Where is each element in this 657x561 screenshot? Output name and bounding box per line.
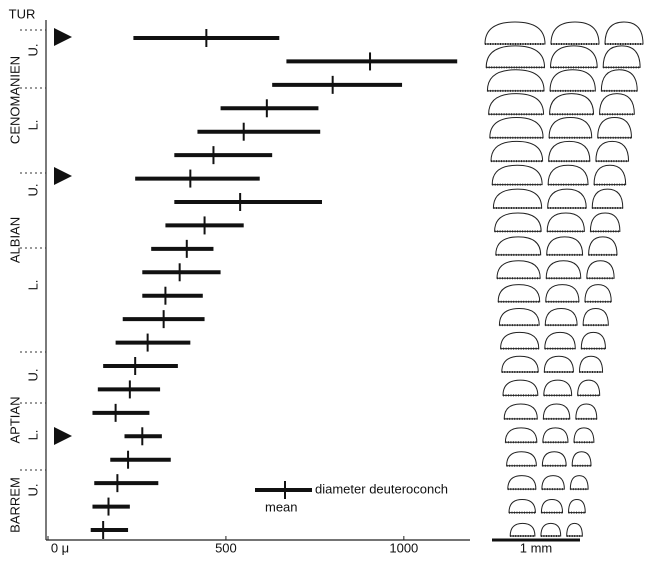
fossil bbox=[581, 332, 605, 348]
fossil bbox=[567, 523, 583, 536]
fossil bbox=[544, 380, 572, 395]
fossil bbox=[487, 70, 544, 91]
fossil bbox=[545, 332, 576, 348]
fossil bbox=[596, 141, 629, 161]
fossil bbox=[551, 22, 599, 44]
fossil bbox=[545, 309, 577, 326]
fossil bbox=[492, 165, 542, 184]
stage-label: TUR bbox=[9, 6, 36, 21]
fossil bbox=[547, 213, 584, 231]
x-tick-label: 1000 bbox=[389, 540, 418, 555]
fossil bbox=[574, 428, 594, 442]
fossil bbox=[508, 476, 536, 489]
fossil bbox=[490, 118, 543, 138]
fossil bbox=[495, 213, 542, 231]
fossil bbox=[505, 428, 536, 442]
fossil bbox=[497, 261, 540, 279]
fossil bbox=[589, 237, 617, 255]
marker-triangle bbox=[54, 427, 72, 445]
substage-label: L. bbox=[25, 430, 40, 441]
fossil bbox=[504, 404, 537, 419]
fossil bbox=[550, 94, 594, 115]
fossil bbox=[496, 237, 541, 255]
stage-label: ALBIAN bbox=[7, 217, 22, 263]
fossil-drawings bbox=[485, 22, 643, 536]
fossil bbox=[498, 285, 540, 302]
stage-label: CENOMANIEN bbox=[7, 56, 22, 144]
scale-bar-label: 1 mm bbox=[520, 540, 553, 555]
fossil bbox=[546, 285, 579, 302]
fossil bbox=[546, 261, 581, 279]
fossil bbox=[583, 309, 608, 326]
fossil bbox=[570, 476, 588, 489]
fossil bbox=[548, 165, 588, 184]
stage-label: BARREM bbox=[7, 477, 22, 533]
fossil bbox=[579, 356, 602, 372]
substage-label: U. bbox=[25, 184, 40, 197]
fossil bbox=[605, 22, 643, 44]
substage-label: L. bbox=[25, 120, 40, 131]
fossil bbox=[542, 476, 564, 489]
fossil bbox=[547, 237, 583, 255]
fossil bbox=[601, 70, 637, 91]
fossil bbox=[507, 452, 537, 466]
x-tick-label: 0 μ bbox=[51, 540, 69, 555]
fossil bbox=[548, 189, 587, 208]
fossil bbox=[590, 213, 619, 231]
substage-label: L. bbox=[25, 280, 40, 291]
fossil bbox=[549, 118, 592, 138]
fossil bbox=[544, 356, 573, 372]
substage-label: U. bbox=[25, 44, 40, 57]
fossil bbox=[493, 189, 541, 208]
fossil bbox=[509, 500, 535, 513]
chart: 1 mm 0 μ5001000TURCENOMANIENU.L.ALBIANU.… bbox=[0, 0, 657, 556]
fossil bbox=[542, 452, 566, 466]
substage-label: U. bbox=[25, 369, 40, 382]
fossil bbox=[543, 404, 569, 419]
fossil bbox=[489, 94, 544, 115]
fossil bbox=[585, 285, 611, 302]
fossil bbox=[592, 189, 623, 208]
fossil bbox=[603, 46, 640, 68]
fossil bbox=[541, 523, 561, 536]
fossil bbox=[587, 261, 614, 279]
fossil bbox=[600, 94, 635, 115]
legend-label: diameter deuteroconch bbox=[315, 481, 448, 496]
fossil bbox=[486, 46, 544, 68]
fossil bbox=[550, 70, 595, 91]
fossil bbox=[572, 452, 591, 466]
fossil bbox=[576, 404, 597, 419]
fossil bbox=[551, 46, 598, 68]
legend-mean-label: mean bbox=[265, 499, 298, 514]
fossil bbox=[510, 523, 535, 536]
marker-triangle bbox=[54, 28, 72, 46]
fossil bbox=[502, 356, 538, 372]
fossil bbox=[501, 332, 539, 348]
fossil bbox=[503, 380, 538, 395]
marker-triangle bbox=[54, 167, 72, 185]
fossil bbox=[491, 141, 543, 161]
fossil bbox=[569, 500, 586, 513]
substage-label: U. bbox=[25, 484, 40, 497]
fossil bbox=[485, 22, 545, 44]
fossil bbox=[549, 141, 590, 161]
stage-label: APTIAN bbox=[7, 397, 22, 444]
fossil bbox=[598, 118, 632, 138]
fossil bbox=[594, 165, 626, 184]
fossil bbox=[578, 380, 600, 395]
fossil bbox=[543, 428, 568, 442]
x-tick-label: 500 bbox=[215, 540, 237, 555]
fossil bbox=[541, 500, 562, 513]
fossil bbox=[499, 309, 539, 326]
